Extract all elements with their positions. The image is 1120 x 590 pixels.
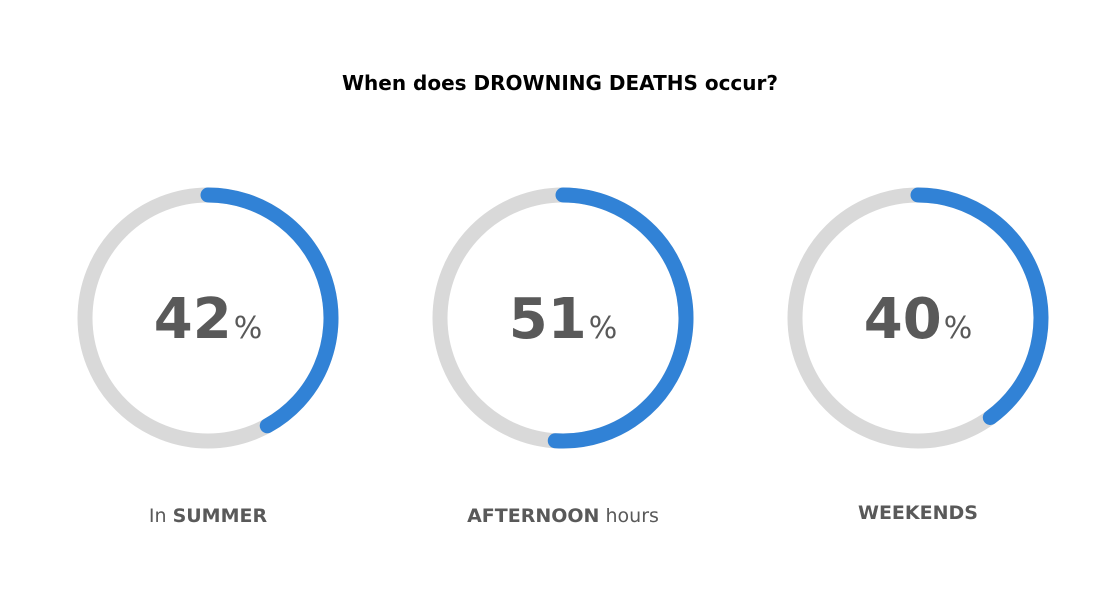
gauge-afternoon-unit: %: [588, 311, 618, 346]
gauge-weekends-number: 40: [863, 287, 942, 352]
gauge-weekends-caption: WEEKENDS: [758, 499, 1078, 527]
gauge-afternoon-number: 51: [508, 287, 587, 352]
gauge-afternoon: 51%: [425, 180, 701, 456]
gauge-afternoon-ring: [432, 187, 694, 449]
gauge-summer-ring: [77, 187, 339, 449]
gauge-afternoon-arc: [547, 187, 694, 449]
gauge-summer-unit: %: [233, 311, 263, 346]
gauge-weekends-ring: [787, 187, 1049, 449]
gauge-weekends: 40%: [780, 180, 1056, 456]
gauge-summer: 42%: [70, 180, 346, 456]
gauge-summer-caption-prefix: In: [148, 505, 173, 527]
gauge-summer-caption: In SUMMER: [48, 502, 368, 530]
gauge-weekends-arc: [910, 187, 1049, 426]
gauge-summer-arc: [200, 187, 339, 434]
gauge-weekends-value: 40%: [780, 285, 1056, 368]
gauge-afternoon-caption-suffix: hours: [599, 505, 659, 527]
gauge-weekends-unit: %: [943, 311, 973, 346]
gauge-weekends-caption-bold: WEEKENDS: [858, 502, 978, 524]
gauge-summer-number: 42: [153, 287, 232, 352]
gauge-afternoon-caption-bold: AFTERNOON: [467, 505, 600, 527]
gauge-afternoon-value: 51%: [425, 285, 701, 368]
chart-title: When does DROWNING DEATHS occur?: [341, 71, 778, 95]
gauge-summer-value: 42%: [70, 285, 346, 368]
gauge-afternoon-caption: AFTERNOON hours: [403, 502, 723, 530]
gauge-summer-caption-bold: SUMMER: [172, 505, 268, 527]
